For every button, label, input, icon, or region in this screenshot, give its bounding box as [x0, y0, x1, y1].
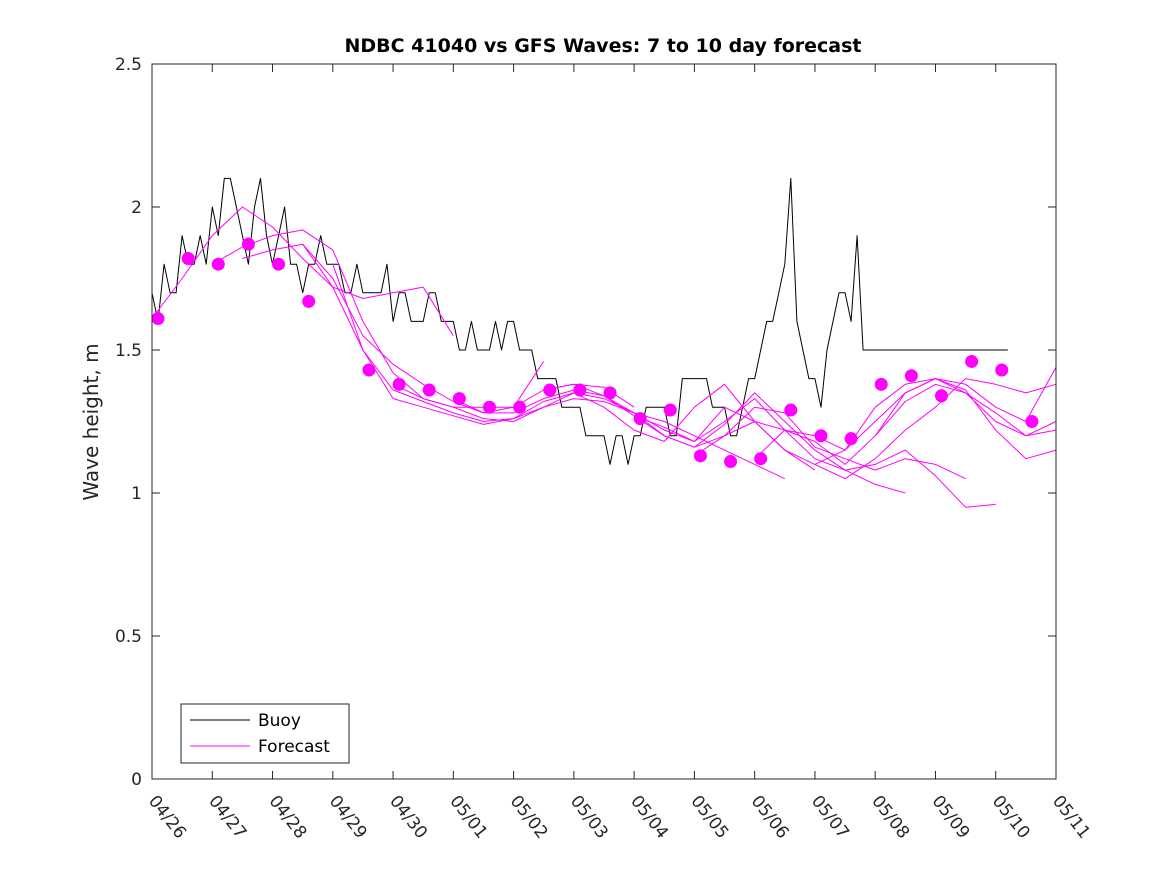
forecast-marker-2 [211, 257, 225, 271]
forecast-marker-17 [693, 449, 707, 463]
y-tick-label: 0.5 [115, 627, 142, 647]
forecast-marker-20 [784, 403, 798, 417]
forecast-marker-28 [1025, 415, 1039, 428]
legend-buoy-label: Buoy [258, 711, 301, 731]
legend-forecast-label: Forecast [258, 737, 330, 757]
forecast-marker-21 [814, 429, 828, 443]
y-tick-label: 2 [131, 198, 142, 218]
plot-frame [151, 63, 1057, 780]
forecast-series-line-8 [633, 378, 1057, 480]
forecast-marker-25 [934, 389, 948, 403]
forecast-marker-18 [724, 455, 738, 469]
chart-title: NDBC 41040 vs GFS Waves: 7 to 10 day for… [344, 35, 861, 57]
forecast-marker-11 [513, 400, 527, 414]
y-tick-label: 1.5 [115, 341, 142, 361]
forecast-marker-15 [633, 412, 647, 426]
forecast-marker-10 [482, 400, 496, 414]
forecast-series-line-6 [453, 389, 966, 480]
forecast-marker-3 [241, 237, 255, 251]
forecast-marker-24 [904, 369, 918, 383]
y-tick-label: 0 [131, 770, 142, 790]
forecast-marker-27 [995, 363, 1009, 377]
legend: Buoy Forecast [180, 703, 350, 764]
plot-area [151, 177, 1057, 508]
forecast-marker-9 [452, 392, 466, 406]
forecast-marker-12 [543, 383, 557, 397]
forecast-series-line-5 [392, 383, 906, 494]
forecast-marker-19 [754, 452, 768, 466]
forecast-series-line-0 [151, 206, 454, 336]
forecast-marker-13 [573, 383, 587, 397]
forecast-series-line-7 [543, 383, 996, 508]
forecast-marker-5 [302, 294, 316, 308]
forecast-marker-7 [392, 377, 406, 391]
forecast-marker-22 [844, 432, 858, 446]
forecast-marker-23 [874, 377, 888, 391]
y-tick-label: 2.5 [115, 55, 142, 75]
y-tick-label: 1 [131, 484, 142, 504]
forecast-marker-14 [603, 386, 617, 400]
forecast-marker-1 [181, 251, 195, 265]
y-axis-label: Wave height, m [79, 343, 103, 500]
legend-box [180, 703, 350, 764]
forecast-marker-26 [965, 354, 979, 368]
forecast-marker-4 [272, 257, 286, 271]
forecast-marker-8 [422, 383, 436, 397]
forecast-marker-6 [362, 363, 376, 377]
forecast-marker-16 [663, 403, 677, 417]
forecast-marker-0 [151, 312, 165, 326]
buoy-series-line [151, 177, 1008, 465]
